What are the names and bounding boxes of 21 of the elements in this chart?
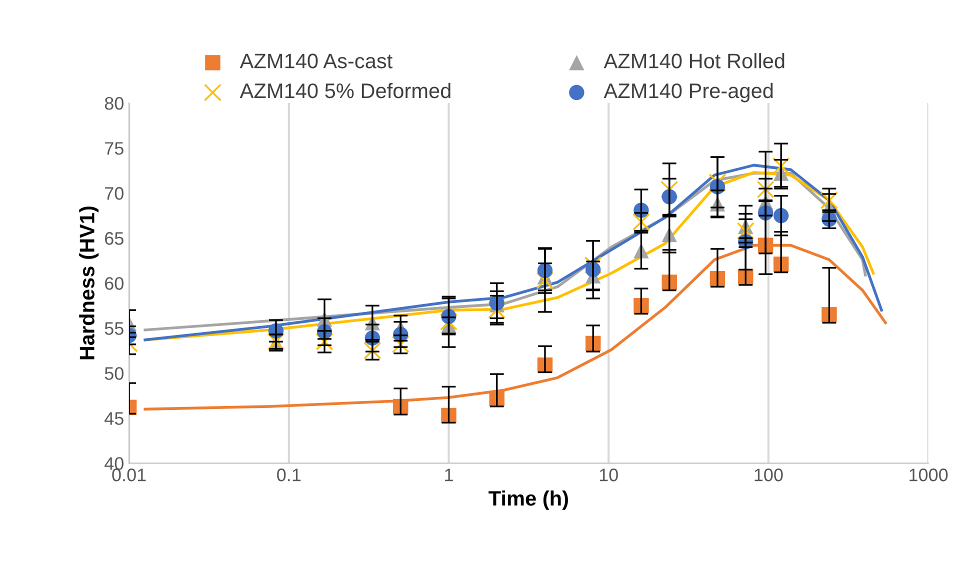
x-tick-label: 0.01 <box>112 468 146 482</box>
legend-label: AZM140 5% Deformed <box>240 82 450 98</box>
legend-label: AZM140 As-cast <box>240 54 392 68</box>
y-tick-label: 45 <box>104 412 124 425</box>
x-tick-label: 10 <box>600 468 618 482</box>
y-tick-label: 60 <box>105 277 124 290</box>
x-axis-title: Time (h) <box>488 490 568 510</box>
x-tick-label: 1000 <box>910 468 948 482</box>
y-tick-label: 65 <box>105 232 124 245</box>
y-axis-title: Hardness (HV1) <box>79 206 99 360</box>
x-tick-label: 100 <box>754 468 783 482</box>
y-tick-label: 80 <box>104 96 124 110</box>
x-tick-label: 1 <box>445 468 453 482</box>
legend-label: AZM140 Pre-aged <box>604 82 773 102</box>
y-tick-label: 55 <box>104 322 124 335</box>
legend-label: AZM140 Hot Rolled <box>604 53 784 68</box>
y-tick-label: 70 <box>105 187 124 200</box>
y-tick-label: 50 <box>104 367 124 380</box>
y-tick-label: 75 <box>105 142 124 155</box>
y-tick-label: 40 <box>104 457 124 470</box>
x-tick-label: 0.1 <box>277 468 301 482</box>
